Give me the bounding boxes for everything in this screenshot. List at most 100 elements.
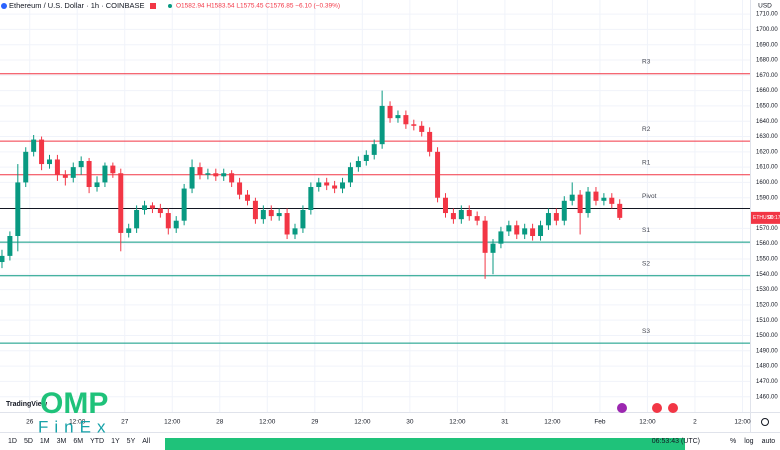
y-tick-label: 1520.00 (756, 302, 778, 308)
candle-body (39, 139, 45, 165)
candle-body (316, 182, 322, 188)
candle-body (0, 255, 5, 263)
candle-body (363, 154, 369, 162)
candle-body (229, 173, 235, 183)
pivot-level-label: Pivot (642, 193, 657, 200)
y-tick-label: 1660.00 (756, 88, 778, 94)
candle-body (490, 243, 496, 253)
candle-body (403, 115, 409, 125)
pivot-level-label: R2 (642, 126, 651, 133)
x-tick-label: 12:00 (259, 419, 276, 426)
range-button[interactable]: 1Y (111, 438, 120, 445)
toolbar: 1D 5D 1M 3M 6M YTD 1Y 5Y All% log auto (8, 438, 775, 445)
candle-body (173, 220, 179, 229)
candle-body (31, 139, 37, 152)
range-button[interactable]: 1M (40, 438, 50, 445)
candles (0, 90, 623, 279)
scale-option[interactable]: log (744, 438, 753, 445)
candle-body (450, 213, 456, 220)
scale-option[interactable]: % (730, 438, 736, 445)
candle-body (601, 197, 607, 201)
candle-body (110, 165, 116, 174)
watermark-big: OMP (40, 387, 108, 420)
candle-body (419, 125, 425, 132)
candle-body (54, 159, 60, 175)
candle-body (530, 228, 536, 236)
candle-body (577, 194, 583, 214)
y-tick-label: 1650.00 (756, 103, 778, 109)
candle-body (340, 182, 346, 189)
candle-body (15, 182, 21, 236)
candle-body (300, 209, 306, 229)
y-tick-label: 1570.00 (756, 226, 778, 232)
candle-body (221, 173, 227, 177)
y-tick-label: 1500.00 (756, 333, 778, 339)
candle-body (165, 213, 171, 229)
candle-body (213, 173, 219, 177)
candle-body (379, 105, 385, 145)
market-status (168, 4, 172, 8)
candle-body (466, 209, 472, 217)
candle-body (538, 225, 544, 236)
range-button[interactable]: YTD (90, 438, 104, 445)
y-tick-label: 1510.00 (756, 318, 778, 324)
range-button[interactable]: All (142, 438, 150, 445)
watermark-bar (165, 438, 685, 450)
y-tick-label: 1640.00 (756, 119, 778, 125)
settings-icon[interactable] (761, 418, 769, 426)
candle-body (181, 188, 187, 221)
candle-body (276, 213, 282, 217)
pivot-level-label: R1 (642, 159, 651, 166)
range-button[interactable]: 1D (8, 438, 17, 445)
pivot-level-label: S1 (642, 227, 650, 234)
candle-body (514, 225, 520, 235)
candle-body (522, 228, 528, 235)
candle-body (142, 205, 148, 210)
x-tick-label: 2 (693, 419, 697, 426)
candle-body (23, 151, 29, 183)
x-tick-label: Feb (594, 419, 606, 426)
y-tick-label: 1470.00 (756, 379, 778, 385)
candle-body (118, 173, 124, 233)
candle-body (553, 213, 559, 221)
range-button[interactable]: 5D (24, 438, 33, 445)
candle-body (78, 161, 84, 168)
candle-body (62, 174, 68, 178)
scale-option[interactable]: auto (762, 438, 776, 445)
candle-body (474, 216, 480, 221)
candle-body (545, 213, 551, 226)
range-button[interactable]: 6M (73, 438, 83, 445)
range-button[interactable]: 3M (57, 438, 67, 445)
y-tick-label: 1550.00 (756, 257, 778, 263)
y-tick-label: 1610.00 (756, 165, 778, 171)
y-tick-label: 1490.00 (756, 348, 778, 354)
candle-body (134, 209, 140, 229)
range-button[interactable]: 5Y (127, 438, 136, 445)
candle-body (617, 203, 623, 218)
y-tick-label: 1620.00 (756, 149, 778, 155)
candle-body (284, 213, 290, 235)
candle-body (458, 209, 464, 220)
candle-body (347, 167, 353, 183)
candle-body (260, 209, 266, 220)
candle-body (371, 144, 377, 155)
y-tick-label: 1540.00 (756, 272, 778, 278)
candle-body (46, 159, 52, 165)
candle-body (395, 115, 401, 119)
candle-body (268, 209, 274, 217)
pivot-level-label: S3 (642, 328, 650, 335)
price-badge-countdown: 06:17 (768, 215, 780, 221)
candle-body (149, 205, 155, 209)
x-tick-label: 29 (311, 419, 319, 426)
candle-body (435, 151, 441, 198)
currency: USD (758, 3, 772, 10)
flag-icon (150, 3, 156, 9)
y-tick-label: 1670.00 (756, 73, 778, 79)
candle-body (252, 200, 258, 220)
pivot-level-label: R3 (642, 58, 651, 65)
candle-body (324, 182, 330, 186)
y-tick-label: 1700.00 (756, 27, 778, 33)
y-tick-label: 1530.00 (756, 287, 778, 293)
candle-body (102, 165, 108, 183)
x-tick-label: 12:00 (544, 419, 561, 426)
